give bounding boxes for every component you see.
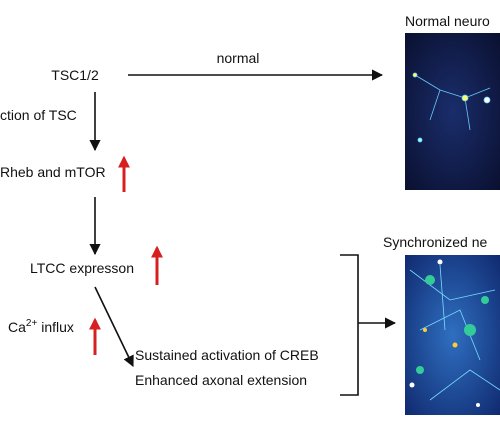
ca-base: Ca <box>8 319 26 335</box>
arrow <box>94 286 134 368</box>
node-label: TSC1/2 <box>51 67 99 83</box>
edge-label: normal <box>217 50 260 66</box>
neuron-detail <box>409 259 500 407</box>
node-label: LTCC expresson <box>30 260 134 276</box>
node-label: Ca2+ influx <box>8 318 74 335</box>
ca-rest: influx <box>37 319 74 335</box>
node-label: Sustained activation of CREB <box>135 347 319 363</box>
node-label: Enhanced axonal extension <box>135 372 307 388</box>
image-title: Normal neuro <box>405 13 490 29</box>
neuron-image <box>405 33 500 190</box>
node-label: Rheb and mTOR <box>0 164 106 180</box>
neuron-detail <box>412 72 491 143</box>
neuron-image <box>405 255 500 415</box>
bracket <box>340 254 359 396</box>
edge-label: ction of TSC <box>0 107 77 123</box>
image-title: Synchronized ne <box>383 234 488 250</box>
ca-sup: 2+ <box>26 318 38 329</box>
